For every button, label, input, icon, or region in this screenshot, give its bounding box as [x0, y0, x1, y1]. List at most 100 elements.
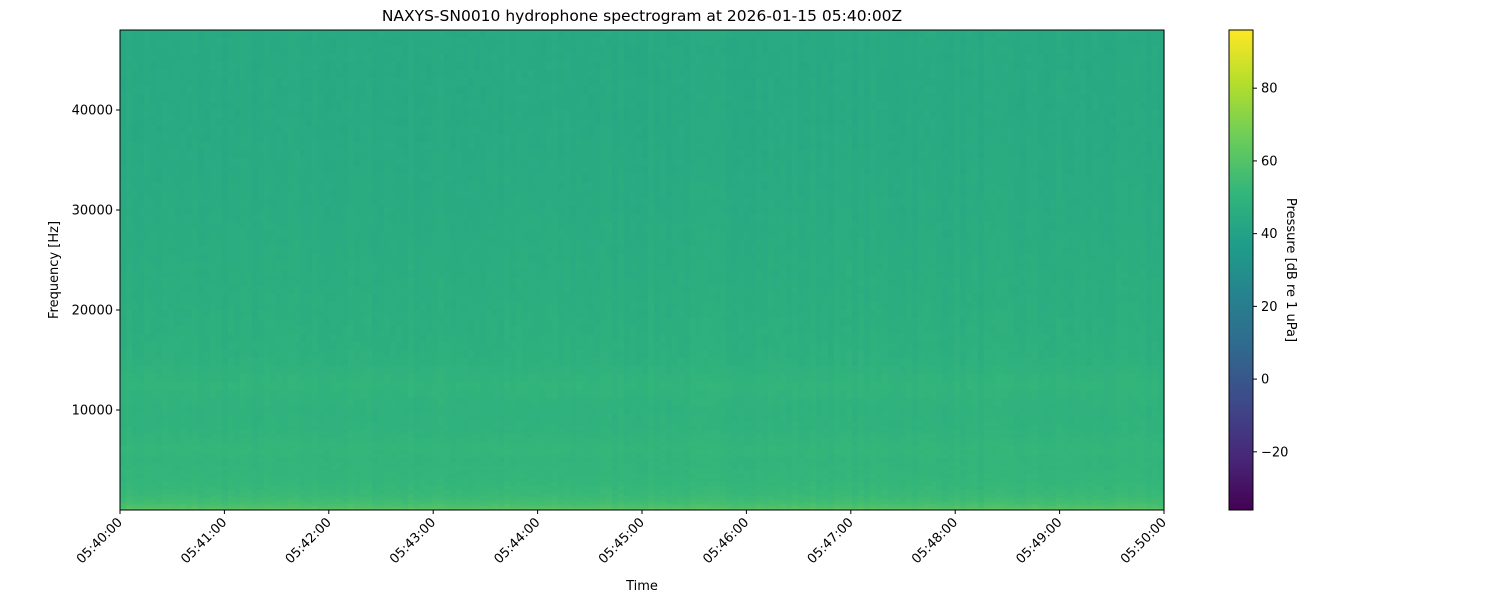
spectrogram-cell: [126, 182, 133, 191]
spectrogram-cell: [912, 126, 919, 135]
spectrogram-cell: [288, 182, 295, 191]
spectrogram-cell: [180, 214, 187, 223]
spectrogram-cell: [1032, 54, 1039, 63]
spectrogram-cell: [396, 126, 403, 135]
spectrogram-cell: [360, 30, 367, 39]
spectrogram-cell: [840, 174, 847, 183]
spectrogram-cell: [750, 62, 757, 71]
spectrogram-cell: [444, 222, 451, 231]
spectrogram-cell: [234, 86, 241, 95]
spectrogram-cell: [882, 246, 889, 255]
spectrogram-cell: [1104, 222, 1111, 231]
spectrogram-cell: [342, 254, 349, 263]
spectrogram-cell: [816, 190, 823, 199]
spectrogram-cell: [600, 94, 607, 103]
spectrogram-cell: [570, 118, 577, 127]
spectrogram-cell: [510, 78, 517, 87]
spectrogram-cell: [966, 94, 973, 103]
spectrogram-cell: [648, 198, 655, 207]
spectrogram-cell: [144, 110, 151, 119]
spectrogram-cell: [858, 254, 865, 263]
spectrogram-cell: [1080, 150, 1087, 159]
spectrogram-cell: [1020, 46, 1027, 55]
spectrogram-cell: [276, 150, 283, 159]
spectrogram-cell: [870, 70, 877, 79]
spectrogram-cell: [1026, 206, 1033, 215]
spectrogram-cell: [576, 94, 583, 103]
spectrogram-cell: [594, 78, 601, 87]
spectrogram-cell: [384, 174, 391, 183]
spectrogram-cell: [1098, 110, 1105, 119]
spectrogram-cell: [756, 78, 763, 87]
spectrogram-cell: [360, 118, 367, 127]
spectrogram-cell: [822, 142, 829, 151]
spectrogram-cell: [252, 222, 259, 231]
spectrogram-cell: [222, 78, 229, 87]
spectrogram-cell: [1014, 238, 1021, 247]
spectrogram-cell: [1050, 174, 1057, 183]
spectrogram-cell: [126, 46, 133, 55]
spectrogram-cell: [162, 86, 169, 95]
spectrogram-cell: [1116, 190, 1123, 199]
spectrogram-cell: [276, 94, 283, 103]
spectrogram-cell: [888, 142, 895, 151]
spectrogram-cell: [342, 142, 349, 151]
spectrogram-cell: [1092, 158, 1099, 167]
spectrogram-cell: [660, 174, 667, 183]
spectrogram-cell: [306, 118, 313, 127]
spectrogram-cell: [750, 94, 757, 103]
spectrogram-cell: [288, 174, 295, 183]
spectrogram-cell: [324, 30, 331, 39]
spectrogram-cell: [690, 198, 697, 207]
spectrogram-cell: [528, 78, 535, 87]
spectrogram-cell: [876, 70, 883, 79]
spectrogram-cell: [240, 110, 247, 119]
spectrogram-cell: [1134, 118, 1141, 127]
spectrogram-cell: [186, 54, 193, 63]
spectrogram-cell: [948, 110, 955, 119]
spectrogram-cell: [840, 166, 847, 175]
spectrogram-cell: [624, 182, 631, 191]
spectrogram-cell: [780, 150, 787, 159]
spectrogram-cell: [972, 126, 979, 135]
spectrogram-cell: [126, 110, 133, 119]
spectrogram-cell: [774, 190, 781, 199]
spectrogram-cell: [786, 126, 793, 135]
spectrogram-cell: [1086, 78, 1093, 87]
spectrogram-cell: [612, 54, 619, 63]
spectrogram-cell: [1080, 190, 1087, 199]
spectrogram-cell: [1032, 182, 1039, 191]
spectrogram-cell: [180, 158, 187, 167]
spectrogram-cell: [1092, 102, 1099, 111]
spectrogram-cell: [210, 62, 217, 71]
spectrogram-cell: [366, 118, 373, 127]
spectrogram-cell: [696, 86, 703, 95]
spectrogram-cell: [1080, 246, 1087, 255]
spectrogram-cell: [138, 254, 145, 263]
spectrogram-cell: [402, 222, 409, 231]
spectrogram-cell: [636, 38, 643, 47]
spectrogram-cell: [600, 62, 607, 71]
spectrogram-cell: [720, 182, 727, 191]
spectrogram-cell: [756, 126, 763, 135]
spectrogram-cell: [552, 150, 559, 159]
spectrogram-cell: [480, 62, 487, 71]
spectrogram-cell: [972, 46, 979, 55]
spectrogram-cell: [258, 62, 265, 71]
spectrogram-cell: [612, 254, 619, 263]
spectrogram-cell: [960, 182, 967, 191]
spectrogram-cell: [690, 206, 697, 215]
spectrogram-cell: [924, 238, 931, 247]
spectrogram-cell: [528, 198, 535, 207]
spectrogram-cell: [294, 78, 301, 87]
spectrogram-cell: [1098, 46, 1105, 55]
spectrogram-cell: [744, 62, 751, 71]
spectrogram-cell: [396, 86, 403, 95]
spectrogram-cell: [402, 38, 409, 47]
spectrogram-cell: [1020, 158, 1027, 167]
spectrogram-cell: [348, 198, 355, 207]
spectrogram-cell: [990, 70, 997, 79]
spectrogram-cell: [588, 246, 595, 255]
spectrogram-cell: [594, 70, 601, 79]
spectrogram-cell: [816, 102, 823, 111]
